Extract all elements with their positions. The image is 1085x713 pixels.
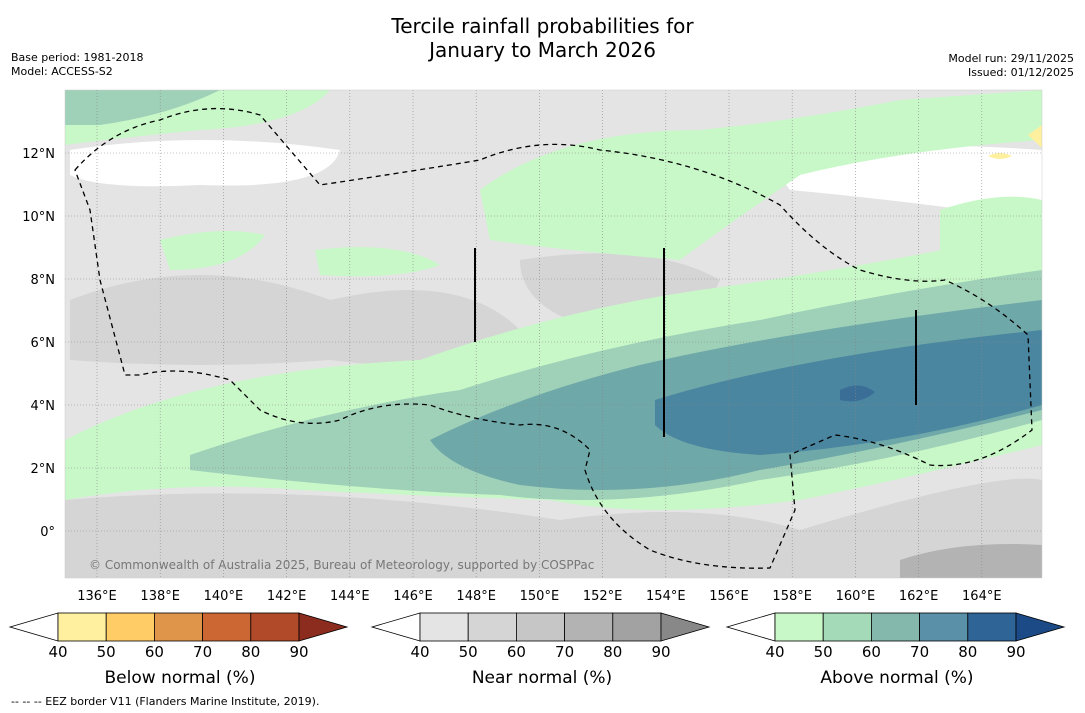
below-normal-40-speck-2 bbox=[988, 153, 1012, 159]
near-colorbar-tick: 80 bbox=[603, 643, 623, 661]
above-normal-label: Above normal (%) bbox=[820, 668, 974, 688]
near-colorbar-tick: 50 bbox=[458, 643, 478, 661]
near-colorbar-tick: 40 bbox=[410, 643, 430, 661]
near-colorbar-segment bbox=[467, 612, 517, 642]
above-colorbar-right-extend bbox=[1015, 612, 1066, 642]
near-normal-50-region-west bbox=[70, 275, 520, 366]
above-normal-80-region bbox=[840, 385, 875, 402]
below-colorbar-tick: 80 bbox=[241, 643, 261, 661]
title-line-2: January to March 2026 bbox=[429, 38, 656, 62]
lon-tick-label: 162°E bbox=[899, 589, 939, 604]
above-colorbar-tick: 80 bbox=[958, 643, 978, 661]
below-colorbar-segment bbox=[105, 612, 155, 642]
near-colorbar-tick: 90 bbox=[651, 643, 671, 661]
lat-tick-label: 0° bbox=[40, 525, 55, 540]
above-colorbar-tick: 50 bbox=[813, 643, 833, 661]
lon-tick-label: 146°E bbox=[393, 589, 433, 604]
lat-tick-label: 10°N bbox=[22, 210, 55, 225]
lon-tick-label: 164°E bbox=[962, 589, 1002, 604]
gridlines bbox=[65, 90, 1042, 578]
lon-tick-label: 156°E bbox=[709, 589, 749, 604]
above-colorbar-segment bbox=[967, 612, 1017, 642]
below-colorbar-tick: 70 bbox=[193, 643, 213, 661]
near-colorbar-tick: 60 bbox=[506, 643, 526, 661]
near-normal-50-region-south bbox=[65, 478, 1042, 578]
model-name: Model: ACCESS-S2 bbox=[11, 65, 113, 78]
footnote: -- -- -- EEZ border V11 (Flanders Marine… bbox=[11, 695, 320, 708]
near-colorbar-segment bbox=[419, 612, 469, 642]
meta-right: Model run: 29/11/2025 Issued: 01/12/2025 bbox=[948, 52, 1074, 80]
lon-tick-label: 154°E bbox=[646, 589, 686, 604]
near-colorbar-right-extend bbox=[660, 612, 711, 642]
near-normal-70-region bbox=[900, 544, 1042, 578]
axis-labels: 136°E 138°E 140°E 142°E 144°E 146°E 148°E 150°E… bbox=[22, 147, 1001, 604]
near-colorbar-tick: 70 bbox=[555, 643, 575, 661]
below-colorbar-right-extend bbox=[298, 612, 349, 642]
near-colorbar-segment bbox=[516, 612, 566, 642]
lon-tick-label: 136°E bbox=[77, 589, 117, 604]
below-colorbar-segment bbox=[57, 612, 107, 642]
near-colorbar-segment bbox=[564, 612, 614, 642]
above-colorbar-tick: 90 bbox=[1006, 643, 1026, 661]
near-colorbar-left-extend bbox=[370, 612, 421, 642]
chart-title: Tercile rainfall probabilities for Janua… bbox=[0, 14, 1085, 62]
lat-tick-label: 8°N bbox=[31, 273, 56, 288]
model-run: Model run: 29/11/2025 bbox=[948, 52, 1074, 65]
lon-tick-label: 138°E bbox=[140, 589, 180, 604]
above-colorbar-tick: 70 bbox=[910, 643, 930, 661]
title-line-1: Tercile rainfall probabilities for bbox=[391, 14, 694, 38]
lon-tick-label: 150°E bbox=[520, 589, 560, 604]
above-normal-40-region-north bbox=[480, 90, 1042, 260]
above-normal-50-region-top-left bbox=[65, 90, 220, 125]
above-colorbar-segment bbox=[774, 612, 824, 642]
below-normal-label: Below normal (%) bbox=[104, 668, 256, 688]
base-period: Base period: 1981-2018 bbox=[11, 51, 144, 64]
white-region-north-west bbox=[70, 140, 340, 187]
lon-tick-label: 148°E bbox=[456, 589, 496, 604]
above-colorbar-segment bbox=[871, 612, 921, 642]
map-frame bbox=[64, 89, 1043, 579]
below-colorbar-left-extend bbox=[8, 612, 59, 642]
above-colorbar-left-extend bbox=[725, 612, 776, 642]
above-colorbar-tick: 60 bbox=[861, 643, 881, 661]
lat-tick-label: 12°N bbox=[22, 147, 55, 162]
below-colorbar-tick: 50 bbox=[96, 643, 116, 661]
above-normal-40-region-small-mid bbox=[315, 247, 440, 277]
copyright-text: © Commonwealth of Australia 2025, Bureau… bbox=[89, 558, 595, 572]
lat-tick-label: 4°N bbox=[31, 399, 56, 414]
below-colorbar-segment bbox=[153, 612, 203, 642]
below-colorbar-tick: 90 bbox=[289, 643, 309, 661]
lon-tick-label: 160°E bbox=[836, 589, 876, 604]
meta-left: Base period: 1981-2018 Model: ACCESS-S2 bbox=[11, 51, 143, 79]
issued-date: Issued: 01/12/2025 bbox=[967, 66, 1074, 79]
lon-tick-label: 144°E bbox=[330, 589, 370, 604]
near-normal-label: Near normal (%) bbox=[471, 668, 613, 688]
lon-tick-label: 152°E bbox=[583, 589, 623, 604]
below-normal-40-speck-1 bbox=[1028, 125, 1042, 148]
below-colorbar-segment bbox=[202, 612, 252, 642]
lon-tick-label: 142°E bbox=[267, 589, 307, 604]
above-normal-40-region-small-west bbox=[160, 231, 265, 270]
lat-tick-label: 2°N bbox=[31, 462, 56, 477]
below-colorbar-tick: 60 bbox=[144, 643, 164, 661]
near-colorbar-segment bbox=[612, 612, 662, 642]
lon-tick-label: 158°E bbox=[772, 589, 812, 604]
above-colorbar-segment bbox=[822, 612, 872, 642]
above-colorbar-segment bbox=[919, 612, 969, 642]
lon-tick-label: 140°E bbox=[204, 589, 244, 604]
lat-tick-label: 6°N bbox=[31, 336, 56, 351]
above-colorbar-tick: 40 bbox=[765, 643, 785, 661]
colorbars bbox=[8, 612, 1066, 642]
map-fill bbox=[65, 90, 1042, 578]
below-colorbar-segment bbox=[250, 612, 300, 642]
below-colorbar-tick: 40 bbox=[48, 643, 68, 661]
